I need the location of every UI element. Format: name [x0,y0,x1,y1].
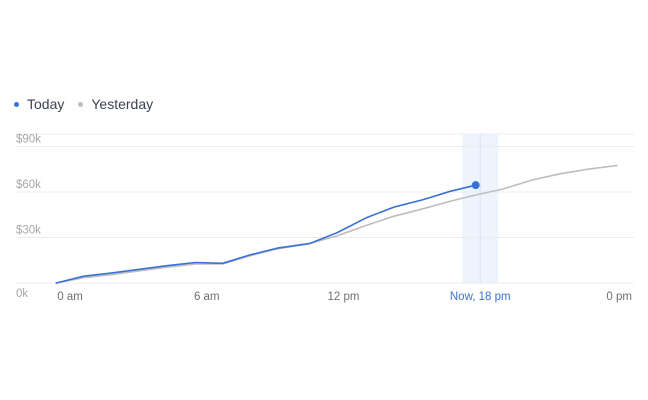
y-tick-label: 0k [16,288,28,300]
x-tick-label: 0 pm [606,291,632,303]
legend-yesterday-marker [78,101,84,107]
legend-item-today[interactable]: Today [14,96,64,112]
x-tick-label: 0 am [57,291,83,303]
legend-item-yesterday[interactable]: Yesterday [78,96,153,112]
y-tick-label: $30k [16,225,41,237]
x-tick-label: Now, 18 pm [450,291,511,303]
legend-today-marker [14,101,19,107]
x-tick-label: 12 pm [328,291,360,303]
y-tick-label: $90k [16,134,41,146]
series-line-yesterday [55,164,618,284]
legend-today-label: Today [27,96,65,112]
x-tick-label: 6 am [194,291,220,303]
today-current-point [471,181,480,190]
chart-legend: Today Yesterday [14,96,153,112]
series-line-today [55,184,477,284]
y-tick-label: $60k [16,179,41,191]
legend-yesterday-label: Yesterday [91,96,154,112]
